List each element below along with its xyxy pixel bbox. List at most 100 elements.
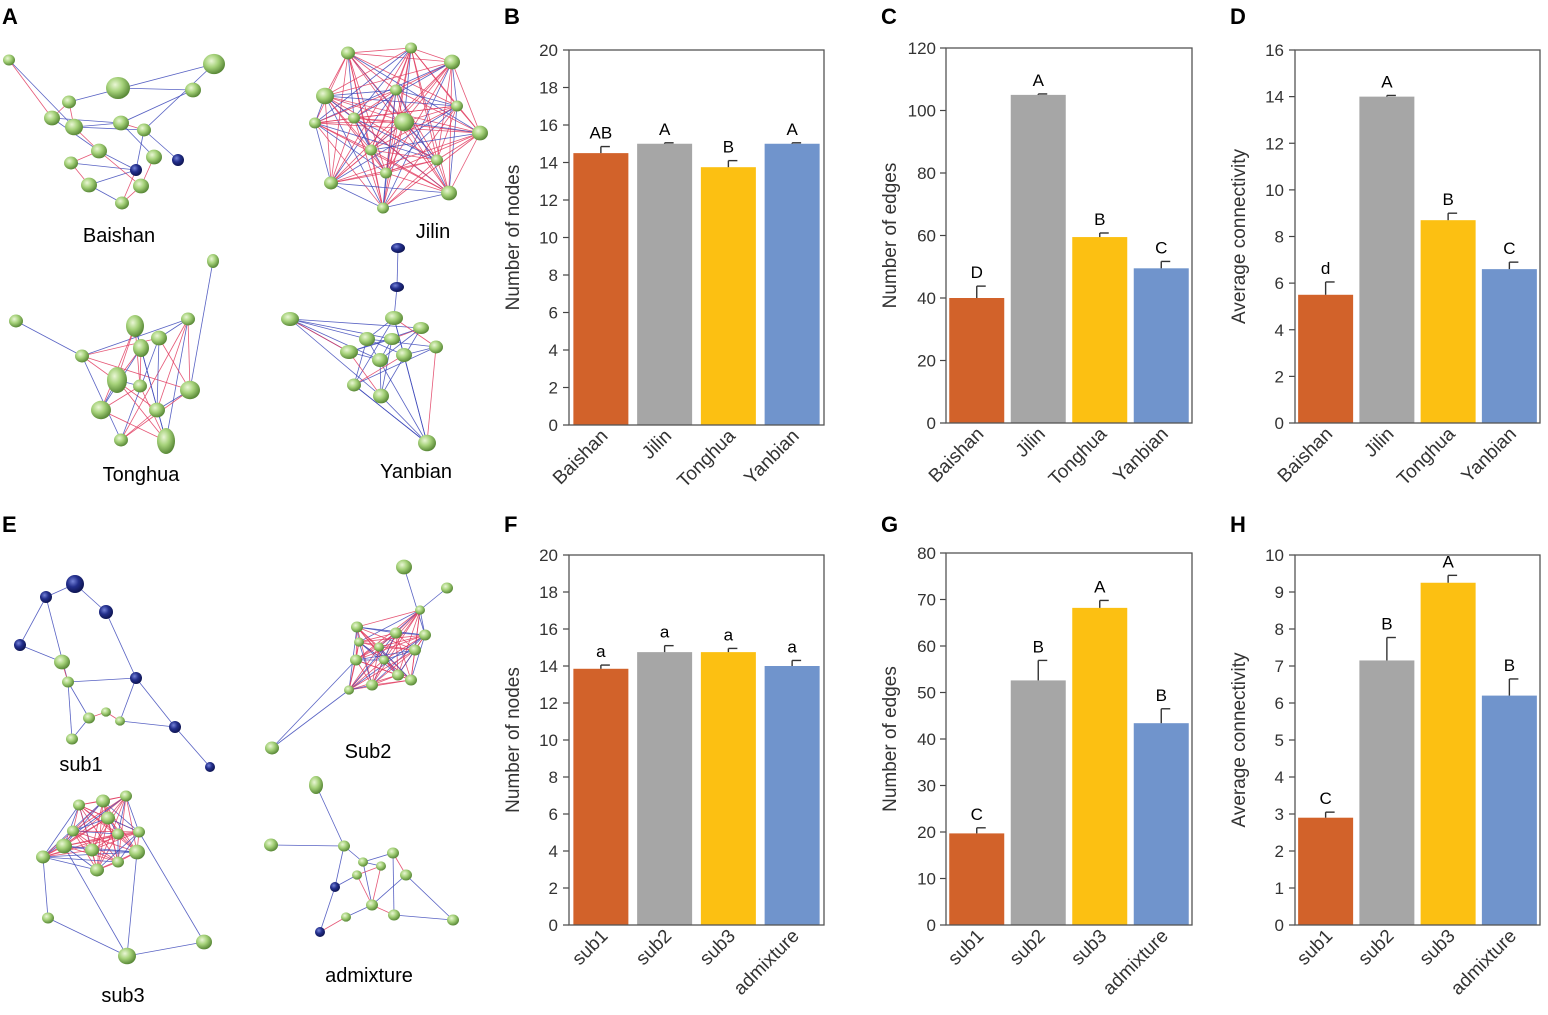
- y-tick-label: 4: [1275, 321, 1284, 340]
- network-node: [338, 840, 350, 852]
- network-edge: [348, 351, 382, 397]
- significance-letter: A: [1033, 71, 1045, 90]
- x-category-label: sub1: [1293, 926, 1337, 970]
- network-edge: [370, 61, 453, 151]
- network-edge: [314, 122, 332, 184]
- x-category-label: Tonghua: [1393, 423, 1460, 490]
- network-node: [390, 84, 402, 96]
- y-tick-label: 16: [539, 620, 558, 639]
- network-edge: [67, 681, 73, 740]
- network-edge: [348, 679, 412, 691]
- panel-letter-C: C: [881, 4, 897, 29]
- network-edge: [73, 126, 145, 131]
- network-edge: [330, 47, 412, 184]
- significance-letter: C: [971, 805, 983, 824]
- y-tick-label: 60: [917, 637, 936, 656]
- network-node: [366, 899, 378, 911]
- network-edge: [353, 117, 450, 194]
- significance-letter: AB: [590, 124, 613, 143]
- plot-frame: [568, 49, 825, 426]
- network-node: [384, 333, 400, 345]
- network-node: [133, 826, 145, 838]
- network-node: [344, 685, 354, 695]
- network-edge: [347, 52, 453, 63]
- network-node: [429, 340, 443, 354]
- network-edge: [117, 87, 194, 91]
- y-tick-label: 4: [1275, 768, 1284, 787]
- network-edge: [405, 874, 454, 921]
- network-edge: [353, 89, 397, 119]
- network-edge: [382, 172, 387, 209]
- network-edge: [348, 649, 416, 691]
- network-edge: [451, 61, 481, 134]
- y-tick-label: 20: [539, 546, 558, 565]
- network-edge: [397, 609, 421, 676]
- y-tick-label: 8: [549, 266, 558, 285]
- network-edge: [395, 89, 450, 194]
- plot-frame: [945, 47, 1193, 424]
- network-node: [113, 115, 129, 131]
- network-edge: [353, 61, 453, 119]
- bar-sub2: [637, 652, 693, 925]
- network-edge: [120, 318, 189, 441]
- network-edge: [330, 105, 458, 184]
- network-edge: [419, 587, 448, 611]
- network-edge: [358, 634, 426, 643]
- network-node: [75, 349, 89, 363]
- significance-letter: B: [1033, 637, 1044, 656]
- network-node: [42, 912, 54, 924]
- network-node: [66, 575, 84, 593]
- network-edge: [314, 122, 384, 209]
- significance-letter: B: [1442, 190, 1453, 209]
- y-tick-label: 1: [1275, 879, 1284, 898]
- x-category-label: Baishan: [925, 424, 988, 487]
- bar-jilin: [637, 143, 693, 425]
- y-tick-label: 2: [1275, 367, 1284, 386]
- network-node: [447, 914, 459, 926]
- network-node: [409, 644, 421, 656]
- y-tick-label: 10: [1265, 181, 1284, 200]
- network-edge: [47, 917, 128, 957]
- network-edge: [347, 52, 397, 91]
- panel-letter-F: F: [504, 512, 517, 537]
- bar-baishan: [949, 298, 1005, 423]
- network-node: [472, 125, 488, 141]
- network-edge: [436, 132, 481, 161]
- significance-letter: A: [659, 120, 671, 139]
- network-edge: [88, 169, 137, 186]
- network-edge: [353, 117, 384, 209]
- network-node: [394, 112, 414, 132]
- network-edge: [42, 849, 93, 858]
- x-category-label: sub2: [632, 926, 676, 970]
- network-edge: [362, 861, 373, 906]
- x-category-label: Baishan: [549, 426, 612, 489]
- x-category-label: Jilin: [1360, 424, 1398, 462]
- chart-C: C 0 20 40 60 80 100 120 D Baishan A Jilin B Tonghua C Y…: [880, 4, 1193, 490]
- network-node: [91, 143, 107, 159]
- network-node: [330, 882, 340, 892]
- network-node: [137, 123, 151, 137]
- network-edge: [370, 132, 481, 151]
- significance-letter: D: [971, 263, 983, 282]
- network-edge: [348, 632, 397, 691]
- network-node: [341, 912, 351, 922]
- network-edge: [189, 260, 214, 391]
- x-category-label: sub3: [696, 926, 740, 970]
- network-edge: [380, 395, 428, 444]
- y-tick-label: 70: [917, 591, 936, 610]
- network-edge: [382, 105, 458, 209]
- network-edge: [271, 689, 350, 749]
- y-tick-label: 80: [917, 164, 936, 183]
- network-node: [390, 627, 402, 639]
- chart-D: D 0 2 4 6 8 10 12 14 16 d Baishan A Jilin B Tonghua C Yan…: [1229, 4, 1541, 490]
- network-node: [341, 46, 355, 60]
- network-node: [366, 679, 378, 691]
- significance-letter: a: [660, 623, 670, 642]
- network-edge: [51, 117, 122, 124]
- y-axis-label: Number of nodes: [503, 667, 524, 813]
- network-node: [431, 154, 443, 166]
- network-edge: [347, 52, 458, 107]
- network-node: [451, 100, 463, 112]
- network-edge: [353, 105, 458, 119]
